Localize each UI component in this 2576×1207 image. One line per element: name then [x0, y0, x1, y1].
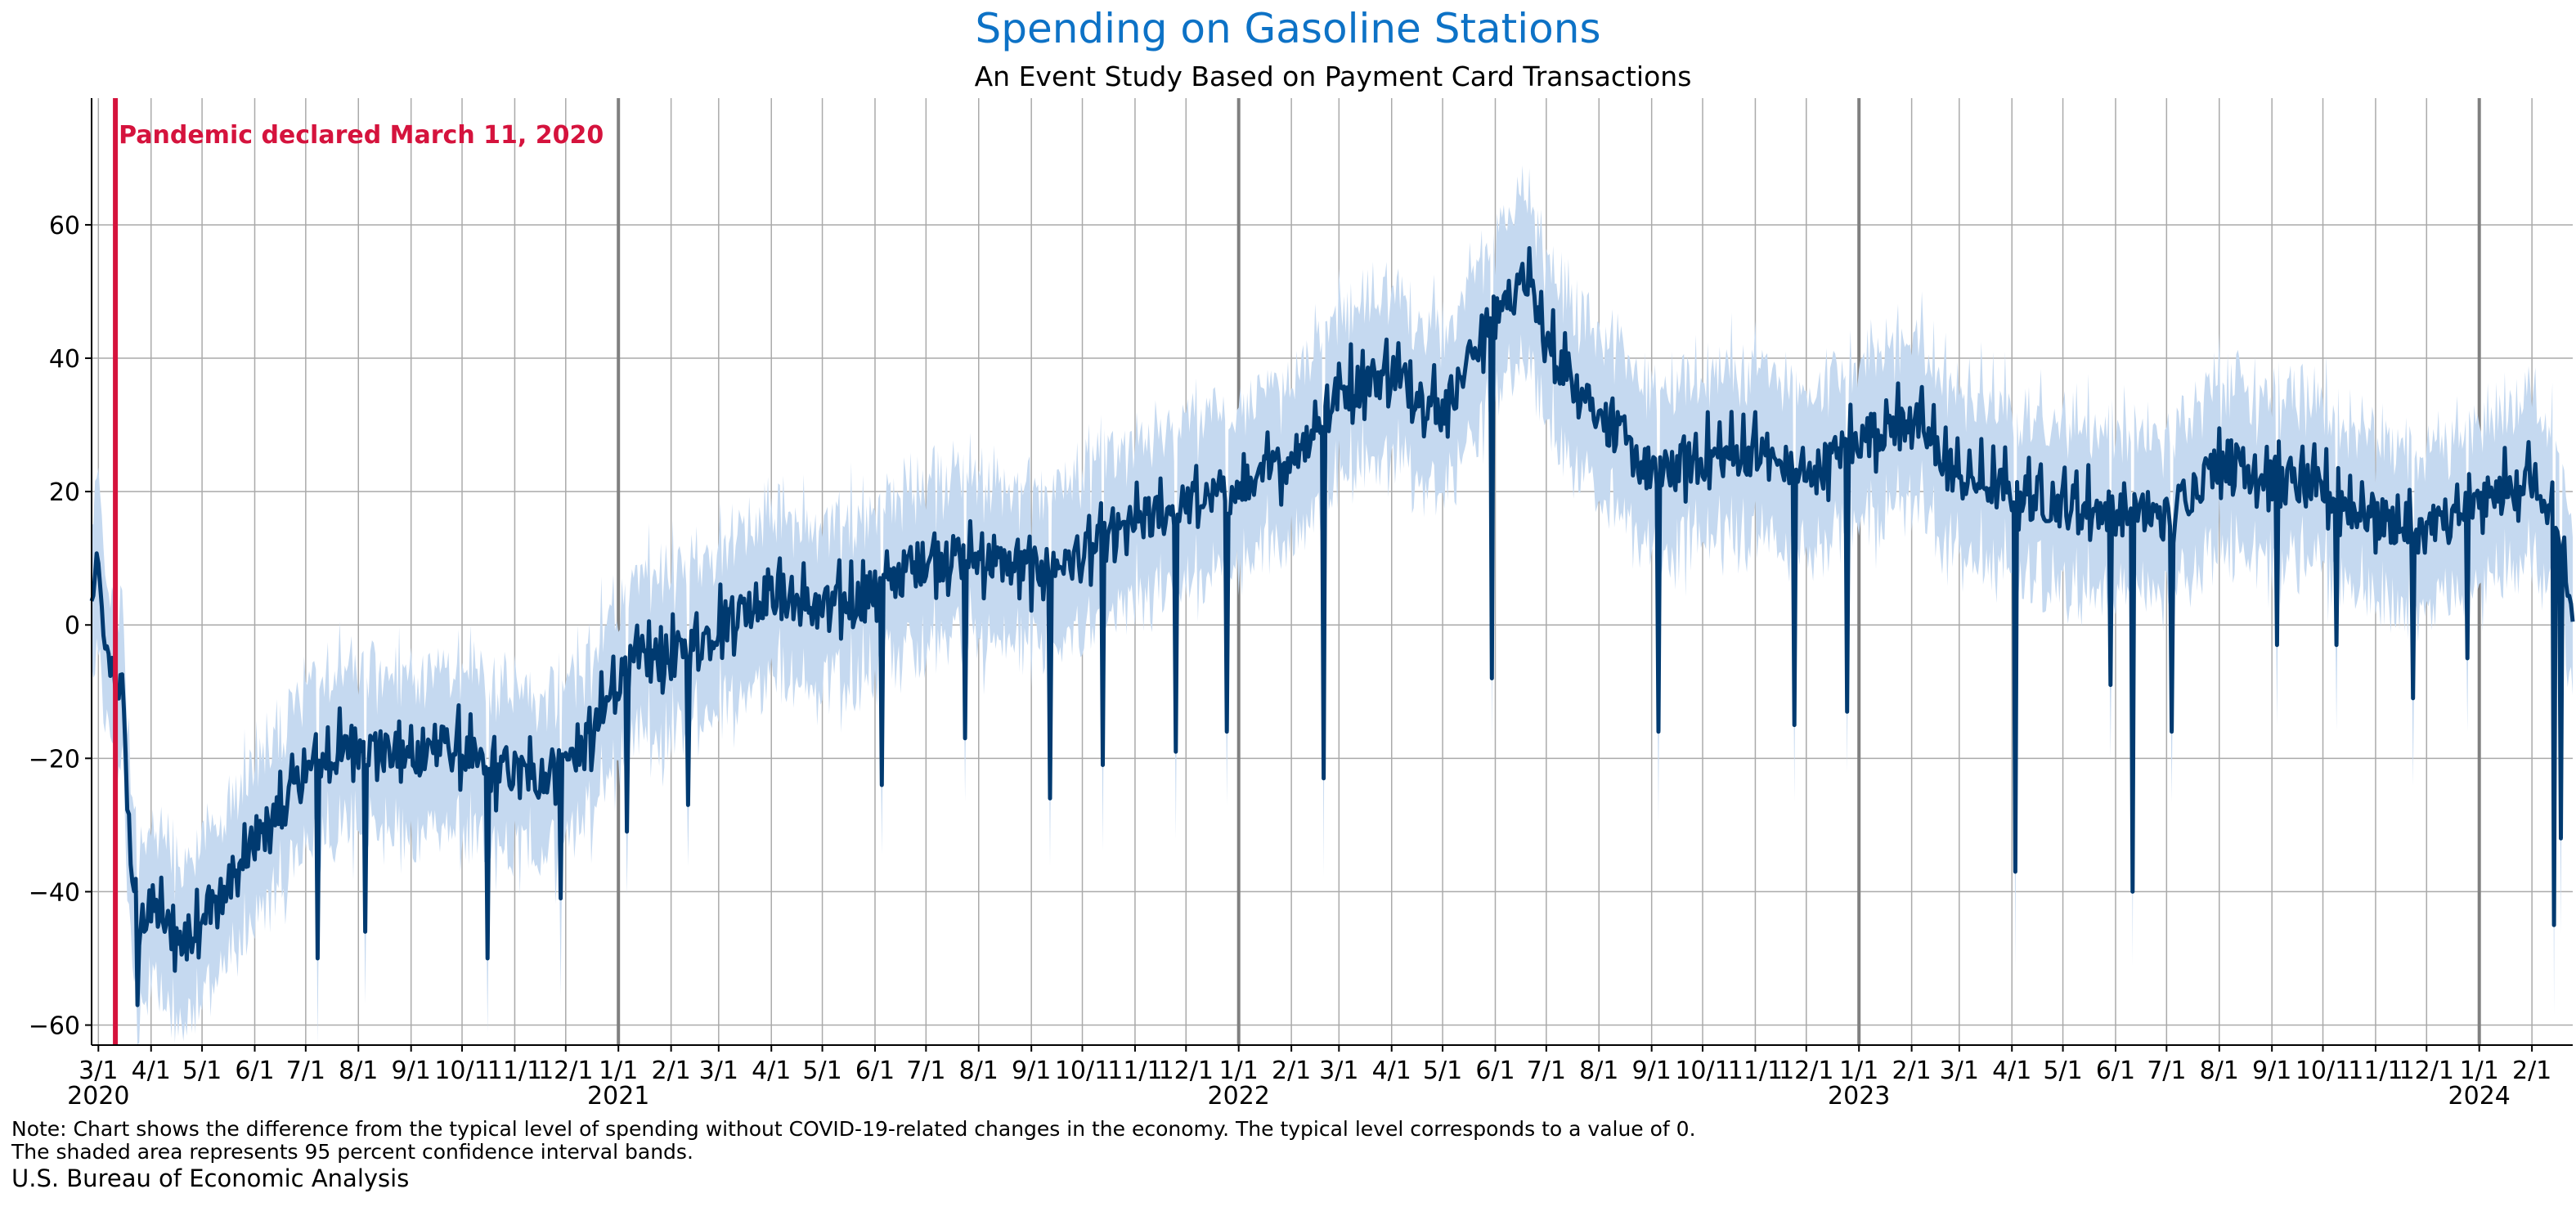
x-tick-label: 8/1 [959, 1057, 999, 1085]
x-tick-label: 1/1 [599, 1057, 638, 1085]
x-tick-label: 12/1 [1779, 1057, 1833, 1085]
x-tick-label: 5/1 [802, 1057, 841, 1085]
x-tick-label: 4/1 [1372, 1057, 1411, 1085]
x-year-label: 2020 [67, 1082, 129, 1111]
grid-lines [92, 98, 2573, 1045]
x-tick-label: 7/1 [286, 1057, 325, 1085]
chart-note-line2: The shaded area represents 95 percent co… [11, 1140, 693, 1164]
x-tick-label: 6/1 [855, 1057, 895, 1085]
x-tick-label: 3/1 [1940, 1057, 1979, 1085]
source-credit: U.S. Bureau of Economic Analysis [11, 1164, 410, 1192]
x-tick-label: 6/1 [2096, 1057, 2135, 1085]
x-tick-label: 11/1 [2348, 1057, 2403, 1085]
x-tick-label: 10/1 [1055, 1057, 1110, 1085]
x-tick-label: 11/1 [487, 1057, 542, 1085]
x-tick-label: 9/1 [1012, 1057, 1051, 1085]
x-tick-label: 7/1 [906, 1057, 945, 1085]
x-tick-label: 12/1 [1159, 1057, 1214, 1085]
x-tick-label: 4/1 [1992, 1057, 2031, 1085]
x-tick-label: 10/1 [2296, 1057, 2350, 1085]
x-tick-label: 7/1 [1527, 1057, 1566, 1085]
x-tick-label: 1/1 [1839, 1057, 1878, 1085]
y-tick-label: 60 [49, 212, 80, 240]
y-tick-label: −20 [29, 745, 80, 774]
x-year-label: 2021 [587, 1082, 649, 1111]
confidence-band-area [92, 164, 2573, 1045]
x-tick-label: 3/1 [699, 1057, 738, 1085]
y-tick-label: −60 [29, 1012, 80, 1041]
estimate-line [89, 246, 2575, 1007]
x-tick-label: 8/1 [2200, 1057, 2239, 1085]
x-tick-label: 8/1 [1579, 1057, 1618, 1085]
x-tick-label: 7/1 [2147, 1057, 2186, 1085]
x-tick-label: 5/1 [2043, 1057, 2082, 1085]
chart-note-line1: Note: Chart shows the difference from th… [11, 1117, 1696, 1141]
x-year-label: 2024 [2448, 1082, 2511, 1111]
x-tick-label: 8/1 [339, 1057, 378, 1085]
x-tick-label: 2/1 [1892, 1057, 1931, 1085]
x-tick-label: 9/1 [392, 1057, 431, 1085]
x-tick-label: 9/1 [2252, 1057, 2291, 1085]
x-tick-label: 1/1 [2460, 1057, 2499, 1085]
y-tick-label: 0 [65, 612, 80, 640]
x-tick-label: 12/1 [538, 1057, 593, 1085]
chart-title: Spending on Gasoline Stations [975, 5, 1600, 52]
x-tick-label: 4/1 [752, 1057, 791, 1085]
x-tick-label: 2/1 [2512, 1057, 2551, 1085]
x-tick-label: 9/1 [1632, 1057, 1672, 1085]
x-tick-label: 5/1 [1423, 1057, 1462, 1085]
x-year-label: 2022 [1208, 1082, 1270, 1111]
chart-subtitle: An Event Study Based on Payment Card Tra… [975, 61, 1692, 92]
x-tick-label: 5/1 [182, 1057, 222, 1085]
y-tick-label: 40 [49, 345, 80, 374]
pandemic-annotation-label: Pandemic declared March 11, 2020 [119, 121, 604, 150]
estimate-series [89, 246, 2575, 1007]
pandemic-annotation: Pandemic declared March 11, 2020 [113, 98, 604, 1045]
x-tick-label: 10/1 [1675, 1057, 1730, 1085]
confidence-band [92, 164, 2573, 1045]
y-tick-label: 20 [49, 478, 80, 507]
x-tick-label: 6/1 [235, 1057, 274, 1085]
x-tick-label: 3/1 [79, 1057, 118, 1085]
x-tick-label: 2/1 [1272, 1057, 1311, 1085]
x-tick-label: 12/1 [2399, 1057, 2454, 1085]
y-tick-label: −40 [29, 878, 80, 907]
x-tick-label: 2/1 [651, 1057, 690, 1085]
x-tick-label: 4/1 [132, 1057, 171, 1085]
x-tick-label: 11/1 [1107, 1057, 1162, 1085]
x-year-label: 2023 [1828, 1082, 1890, 1111]
x-tick-label: 3/1 [1319, 1057, 1358, 1085]
x-tick-label: 11/1 [1728, 1057, 1783, 1085]
x-tick-label: 10/1 [434, 1057, 489, 1085]
x-tick-label: 6/1 [1475, 1057, 1515, 1085]
x-tick-label: 1/1 [1219, 1057, 1259, 1085]
